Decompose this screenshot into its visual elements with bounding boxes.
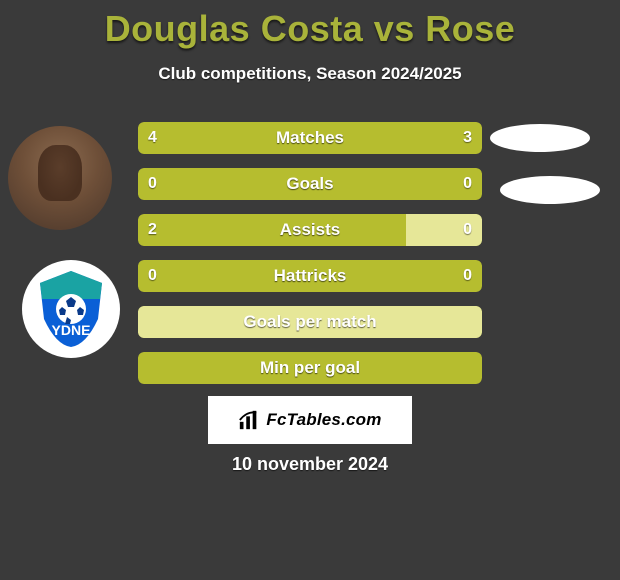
stat-row: 43Matches xyxy=(138,122,482,154)
date-text: 10 november 2024 xyxy=(0,454,620,475)
club-badge-text: YDNE xyxy=(52,322,91,338)
subtitle: Club competitions, Season 2024/2025 xyxy=(0,64,620,84)
stat-row: 20Assists xyxy=(138,214,482,246)
stat-label: Goals per match xyxy=(138,306,482,338)
stat-row: 00Hattricks xyxy=(138,260,482,292)
stat-label: Assists xyxy=(138,214,482,246)
stat-row: 00Goals xyxy=(138,168,482,200)
stat-label: Matches xyxy=(138,122,482,154)
source-badge: FcTables.com xyxy=(208,396,412,444)
stat-row: Min per goal xyxy=(138,352,482,384)
bars-icon xyxy=(238,409,260,431)
right-ellipse-1 xyxy=(490,124,590,152)
club-shield-icon: YDNE xyxy=(36,269,106,349)
right-ellipse-2 xyxy=(500,176,600,204)
stat-row: Goals per match xyxy=(138,306,482,338)
title-text: Douglas Costa vs Rose xyxy=(105,8,516,49)
stat-label: Min per goal xyxy=(138,352,482,384)
stat-label: Goals xyxy=(138,168,482,200)
player2-club-badge: YDNE xyxy=(22,260,120,358)
comparison-rows: 43Matches 00Goals 20Assists 00Hattricks Goal… xyxy=(138,122,482,398)
page-title: Douglas Costa vs Rose xyxy=(0,0,620,50)
player1-avatar xyxy=(8,126,112,230)
stat-label: Hattricks xyxy=(138,260,482,292)
source-badge-text: FcTables.com xyxy=(266,410,381,430)
